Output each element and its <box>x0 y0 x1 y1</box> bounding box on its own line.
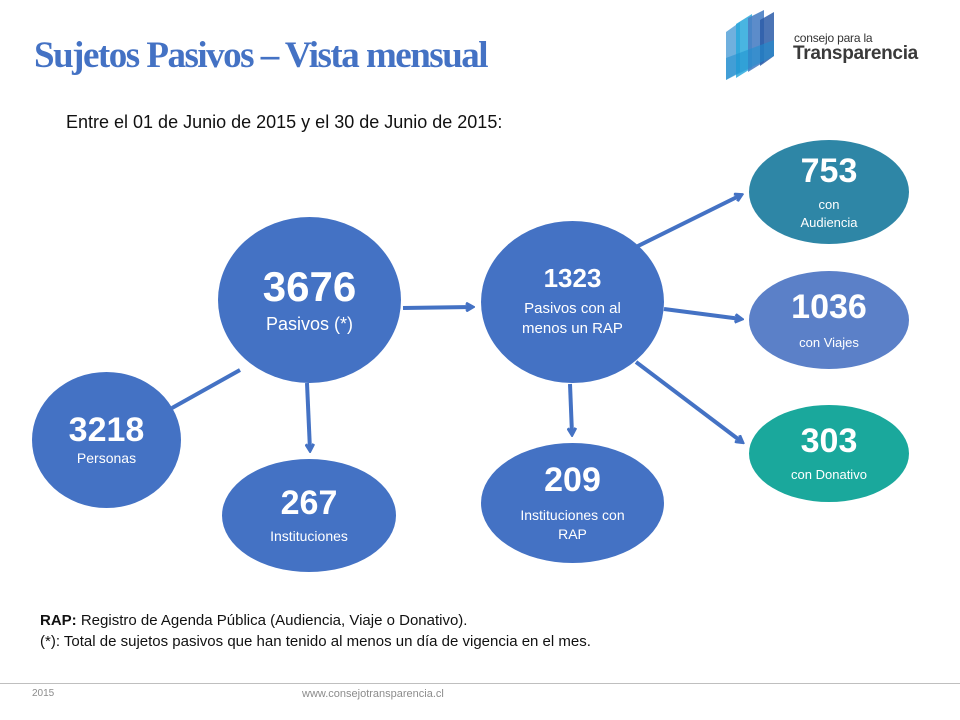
logo-small-text: consejo para la <box>794 31 873 45</box>
node-viajes-value: 1036 <box>791 287 867 326</box>
node-viajes: 1036 con Viajes <box>749 271 909 369</box>
node-con-rap: 1323 Pasivos con al menos un RAP <box>481 221 664 383</box>
note-asterisk: (*): Total de sujetos pasivos que han te… <box>40 633 591 650</box>
node-viajes-label: con Viajes <box>799 334 859 350</box>
node-con-rap-value: 1323 <box>543 263 602 294</box>
node-donativo-label: con Donativo <box>791 467 867 483</box>
node-personas: 3218 Personas <box>32 372 181 508</box>
node-total-label: Pasivos (*) <box>265 313 354 334</box>
node-total-pasivos: 3676 Pasivos (*) <box>218 217 401 383</box>
node-personas-value: 3218 <box>68 410 145 449</box>
transparencia-logo: consejo para la Transparencia <box>724 10 918 80</box>
node-instituciones-rap-value: 209 <box>544 461 601 500</box>
page-title: Sujetos Pasivos – Vista mensual <box>34 35 489 76</box>
note-rap-definition: Registro de Agenda Pública (Audiencia, V… <box>76 612 468 629</box>
node-instituciones-rap-label: Instituciones con RAP <box>520 506 625 542</box>
node-personas-label: Personas <box>76 450 137 467</box>
connector-total-personas <box>171 368 241 410</box>
node-audiencia-label: con Audiencia <box>800 197 858 230</box>
arrow-rap-viajes <box>663 307 741 319</box>
arrow-rap-inst-rap <box>570 383 572 434</box>
logo-big-text: Transparencia <box>793 43 918 64</box>
node-total-value: 3676 <box>262 262 357 310</box>
arrow-rap-donativo <box>634 360 742 442</box>
date-range-text: Entre el 01 de Junio de 2015 y el 30 de … <box>66 112 503 132</box>
footer-divider <box>0 683 960 684</box>
footer-url: www.consejotransparencia.cl <box>302 688 444 700</box>
node-donativo: 303 con Donativo <box>749 405 909 502</box>
note-rap-term: RAP: <box>40 612 77 629</box>
logo-mark-icon <box>726 10 774 80</box>
node-instituciones-value: 267 <box>280 484 338 523</box>
arrow-total-rap <box>402 307 472 308</box>
arrow-rap-audiencia <box>633 195 741 250</box>
node-instituciones: 267 Instituciones <box>222 459 396 572</box>
node-con-rap-label: Pasivos con al menos un RAP <box>522 300 623 338</box>
note-rap: RAP: Registro de Agenda Pública (Audienc… <box>40 610 591 631</box>
node-donativo-value: 303 <box>800 422 858 461</box>
footer-year: 2015 <box>32 688 55 699</box>
arrow-total-instituciones <box>307 382 310 450</box>
node-audiencia: 753 con Audiencia <box>749 140 909 244</box>
footnotes: RAP: Registro de Agenda Pública (Audienc… <box>40 610 591 652</box>
node-instituciones-label: Instituciones <box>270 527 348 544</box>
node-instituciones-rap: 209 Instituciones con RAP <box>481 443 664 563</box>
node-audiencia-value: 753 <box>800 151 858 190</box>
